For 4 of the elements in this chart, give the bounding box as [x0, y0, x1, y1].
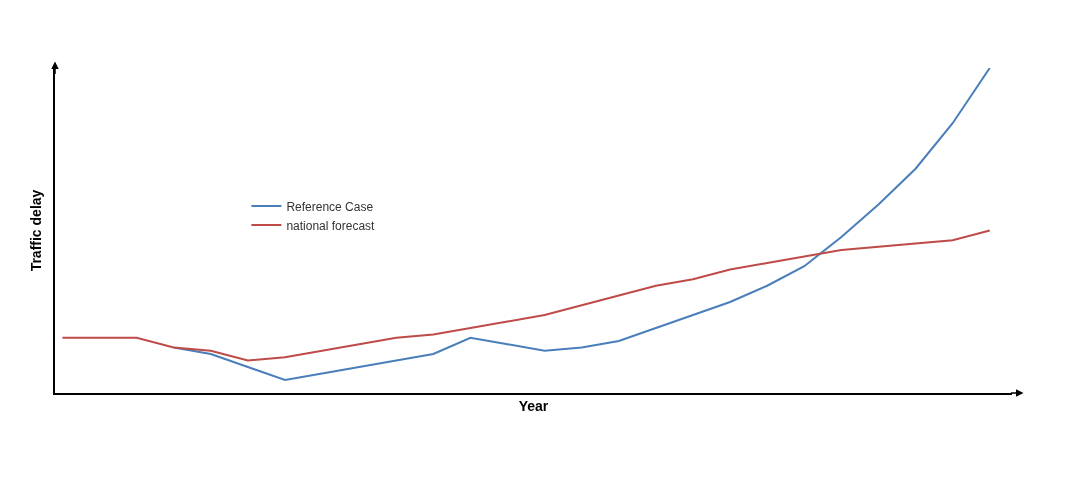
legend-label: national forecast — [286, 218, 376, 233]
x-axis-title: Year — [518, 397, 549, 414]
legend-label: Reference Case — [286, 199, 374, 214]
y-axis-title: Traffic delay — [28, 189, 45, 272]
